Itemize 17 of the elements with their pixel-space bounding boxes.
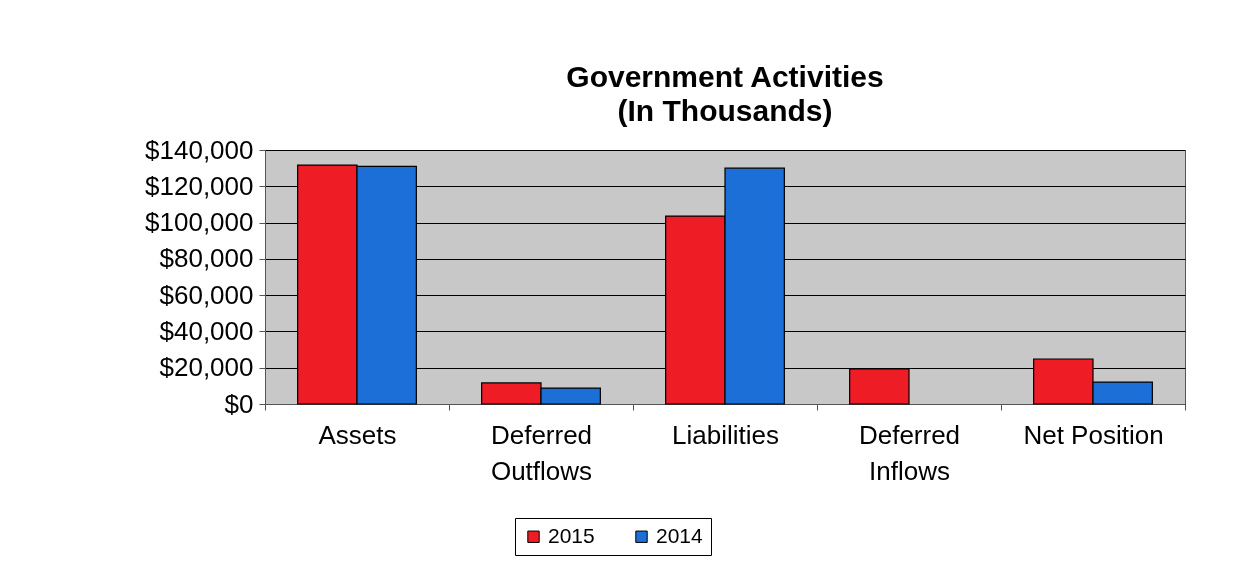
chart-subtitle: (In Thousands): [617, 94, 833, 127]
legend-label: 2015: [548, 523, 595, 547]
chart-title: Government Activities: [566, 60, 884, 93]
y-tick-label: $60,000: [159, 279, 254, 310]
legend-label: 2014: [656, 523, 704, 547]
y-tick-label: $20,000: [159, 352, 254, 383]
x-tick-label: Net Position: [1023, 419, 1164, 450]
y-tick-label: $40,000: [159, 315, 254, 346]
y-tick-label: $80,000: [159, 243, 254, 274]
x-tick-label: Assets: [318, 419, 397, 450]
y-tick-label: $120,000: [145, 170, 254, 201]
y-tick-label: $140,000: [145, 134, 254, 165]
x-tick-label: Deferred Inflows: [858, 419, 961, 486]
x-tick-label: Deferred Outflows: [490, 419, 593, 486]
y-tick-label: $100,000: [145, 207, 254, 238]
x-tick-label: Liabilities: [672, 419, 779, 450]
y-tick-label: $0: [224, 388, 254, 419]
